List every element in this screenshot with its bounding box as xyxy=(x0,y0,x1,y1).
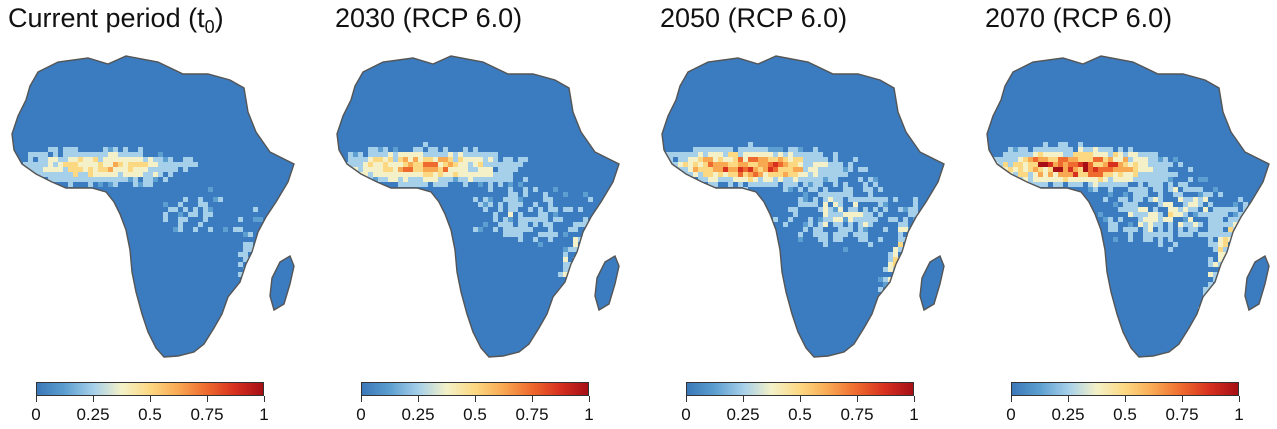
panel-title-subscript: 0 xyxy=(204,17,215,37)
colorbar-tick-label: 0.25 xyxy=(401,405,435,424)
africa-outline xyxy=(986,55,1270,358)
map-panel: 2030 (RCP 6.0) 0 0.25 0.5 0.75 1 xyxy=(333,0,653,429)
colorbar-tick-label: 0 xyxy=(1006,405,1016,424)
madagascar-outline xyxy=(594,254,620,312)
colorbar-tick xyxy=(264,396,265,402)
colorbar-tick-label: 1 xyxy=(259,405,269,424)
colorbar-tick-label: 0.25 xyxy=(726,405,760,424)
panel-title: 2050 (RCP 6.0) xyxy=(660,0,960,40)
madagascar-outline xyxy=(269,254,295,312)
map-panel: Current period (t0) 0 0.25 0.5 0.75 1 xyxy=(8,0,328,429)
colorbar-tick-label: 0 xyxy=(356,405,366,424)
colorbar-tick xyxy=(150,396,151,402)
colorbar-tick-label: 1 xyxy=(1234,405,1244,424)
colorbar-tick-label: 0 xyxy=(31,405,41,424)
africa-outline xyxy=(661,55,945,358)
panel-title-end: ) xyxy=(214,3,224,33)
colorbar-tick xyxy=(743,396,744,402)
colorbar xyxy=(36,382,264,396)
colorbar-tick xyxy=(361,396,362,402)
africa-outline xyxy=(11,55,295,358)
map-panel: 2070 (RCP 6.0) 0 0.25 0.5 0.75 1 xyxy=(983,0,1277,429)
colorbar-tick-label: 0.5 xyxy=(138,405,162,424)
colorbar-tick xyxy=(857,396,858,402)
colorbar-tick-label: 0.5 xyxy=(788,405,812,424)
colorbar-tick xyxy=(1125,396,1126,402)
colorbar-tick-label: 1 xyxy=(909,405,919,424)
colorbar-tick xyxy=(800,396,801,402)
colorbar-tick-label: 0.5 xyxy=(463,405,487,424)
panel-title-text: 2050 (RCP 6.0) xyxy=(660,3,848,33)
colorbar-tick-label: 0.25 xyxy=(1051,405,1085,424)
colorbar-tick-label: 0.75 xyxy=(840,405,874,424)
africa-map xyxy=(986,55,1270,358)
colorbar-tick-label: 0.75 xyxy=(515,405,549,424)
africa-outline xyxy=(336,55,620,358)
colorbar-tick xyxy=(418,396,419,402)
colorbar-tick-label: 0.75 xyxy=(190,405,224,424)
panel-title-text: Current period (t xyxy=(8,3,205,33)
colorbar-tick xyxy=(532,396,533,402)
colorbar-tick-label: 0.25 xyxy=(76,405,110,424)
panel-title-text: 2030 (RCP 6.0) xyxy=(335,3,523,33)
madagascar-outline xyxy=(1244,254,1270,312)
colorbar-tick xyxy=(207,396,208,402)
africa-map xyxy=(336,55,620,358)
colorbar-tick xyxy=(1068,396,1069,402)
africa-map xyxy=(11,55,295,358)
colorbar-tick xyxy=(589,396,590,402)
panel-title-text: 2070 (RCP 6.0) xyxy=(985,3,1173,33)
colorbar-tick-label: 1 xyxy=(584,405,594,424)
colorbar-tick-label: 0.75 xyxy=(1165,405,1199,424)
colorbar-tick xyxy=(36,396,37,402)
colorbar-tick xyxy=(1182,396,1183,402)
colorbar-tick xyxy=(914,396,915,402)
colorbar-tick xyxy=(93,396,94,402)
panel-title: 2030 (RCP 6.0) xyxy=(335,0,635,40)
colorbar-tick xyxy=(475,396,476,402)
panel-title: 2070 (RCP 6.0) xyxy=(985,0,1277,40)
colorbar-tick xyxy=(1011,396,1012,402)
africa-map xyxy=(661,55,945,358)
colorbar-tick-label: 0 xyxy=(681,405,691,424)
colorbar-tick xyxy=(1239,396,1240,402)
colorbar-tick-label: 0.5 xyxy=(1113,405,1137,424)
panel-title: Current period (t0) xyxy=(8,0,308,40)
map-panel: 2050 (RCP 6.0) 0 0.25 0.5 0.75 1 xyxy=(658,0,978,429)
colorbar xyxy=(361,382,589,396)
madagascar-outline xyxy=(919,254,945,312)
colorbar xyxy=(686,382,914,396)
colorbar-tick xyxy=(686,396,687,402)
colorbar xyxy=(1011,382,1239,396)
